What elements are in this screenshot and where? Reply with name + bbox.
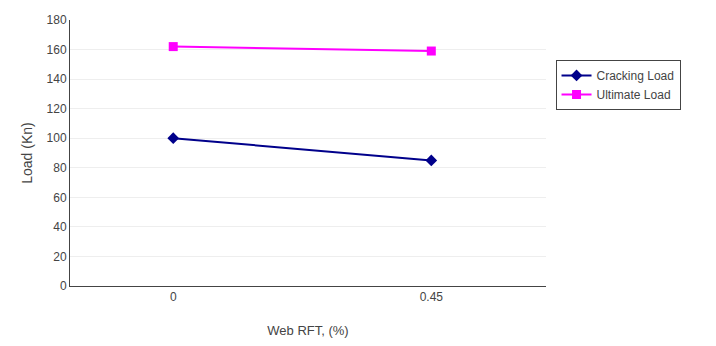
- svg-text:100: 100: [47, 131, 67, 145]
- svg-text:40: 40: [53, 220, 67, 234]
- svg-text:Load (Kn): Load (Kn): [19, 122, 35, 183]
- svg-text:Cracking Load: Cracking Load: [597, 69, 674, 83]
- svg-text:20: 20: [53, 250, 67, 264]
- svg-text:0: 0: [170, 290, 177, 304]
- svg-text:140: 140: [47, 72, 67, 86]
- svg-text:Ultimate Load: Ultimate Load: [597, 88, 671, 102]
- svg-text:Web RFT, (%): Web RFT, (%): [267, 323, 348, 338]
- svg-text:180: 180: [47, 13, 67, 27]
- svg-text:80: 80: [53, 161, 67, 175]
- svg-text:0: 0: [60, 279, 67, 293]
- svg-text:160: 160: [47, 43, 67, 57]
- svg-text:60: 60: [53, 191, 67, 205]
- svg-text:0.45: 0.45: [420, 290, 444, 304]
- svg-text:120: 120: [47, 102, 67, 116]
